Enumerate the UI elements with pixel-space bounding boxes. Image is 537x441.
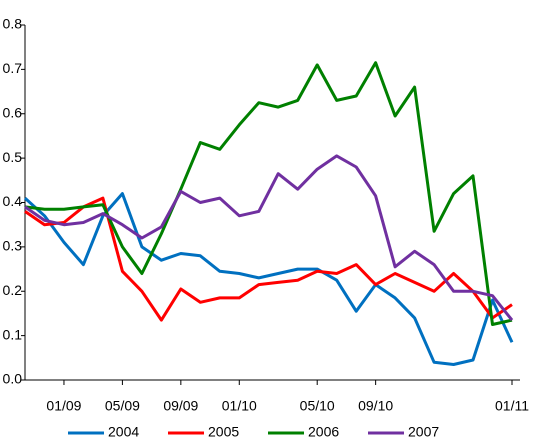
legend-label: 2005 — [208, 424, 239, 440]
y-tick-label: 0.1 — [3, 326, 23, 342]
y-tick-label: 0.4 — [3, 193, 23, 209]
y-tick-label: 0.8 — [3, 16, 23, 32]
y-tick-label: 0.5 — [3, 149, 23, 165]
legend-label: 2004 — [108, 424, 139, 440]
x-tick-label: 09/10 — [358, 398, 393, 414]
x-tick-label: 05/09 — [105, 398, 140, 414]
series-line — [24, 154, 514, 322]
x-tick-label: 05/10 — [300, 398, 335, 414]
y-tick-label: 0.7 — [3, 60, 23, 76]
series-line — [24, 61, 513, 326]
x-tick-label: 09/09 — [163, 398, 198, 414]
y-tick-label: 0.3 — [3, 238, 23, 254]
y-tick-label: 0.6 — [3, 104, 23, 120]
legend-label: 2007 — [408, 424, 439, 440]
x-tick-label: 01/11 — [495, 398, 529, 414]
x-tick-label: 01/09 — [46, 398, 81, 414]
y-tick-label: 0.2 — [3, 282, 23, 298]
x-tick-label: 01/10 — [222, 398, 257, 414]
y-tick-label: 0.0 — [3, 371, 23, 387]
legend-label: 2006 — [308, 424, 339, 440]
